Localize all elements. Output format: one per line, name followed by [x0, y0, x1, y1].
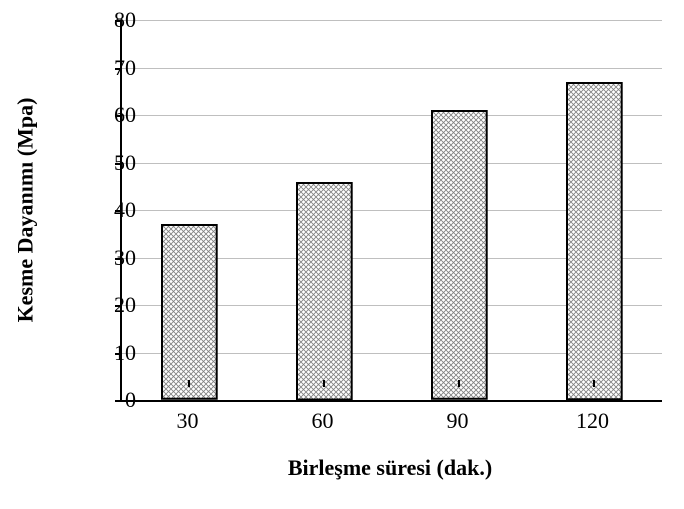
x-tick-label: 120: [576, 408, 609, 434]
x-tick-mark: [458, 380, 460, 387]
y-tick-label: 30: [76, 245, 136, 271]
x-tick-label: 30: [177, 408, 199, 434]
x-axis-title: Birleşme süresi (dak.): [120, 455, 660, 481]
x-tick-mark: [188, 380, 190, 387]
gridline: [122, 20, 662, 21]
bar: [161, 224, 218, 400]
x-tick-mark: [323, 380, 325, 387]
y-tick-label: 50: [76, 150, 136, 176]
y-tick-label: 10: [76, 340, 136, 366]
y-tick-label: 60: [76, 102, 136, 128]
x-tick-mark: [593, 380, 595, 387]
bar: [296, 182, 353, 401]
bar: [431, 110, 488, 400]
y-tick-label: 20: [76, 292, 136, 318]
y-axis-title-container: Kesme Dayanımı (Mpa): [0, 0, 50, 420]
y-tick-label: 0: [76, 387, 136, 413]
x-tick-label: 90: [447, 408, 469, 434]
x-tick-label: 60: [312, 408, 334, 434]
y-axis-title: Kesme Dayanımı (Mpa): [12, 98, 38, 323]
gridline: [122, 68, 662, 69]
y-tick-label: 80: [76, 7, 136, 33]
y-tick-label: 70: [76, 55, 136, 81]
bar: [566, 82, 623, 400]
plot-area: [120, 20, 662, 402]
y-tick-label: 40: [76, 197, 136, 223]
bar-chart: Kesme Dayanımı (Mpa) Birleşme süresi (da…: [0, 0, 684, 509]
